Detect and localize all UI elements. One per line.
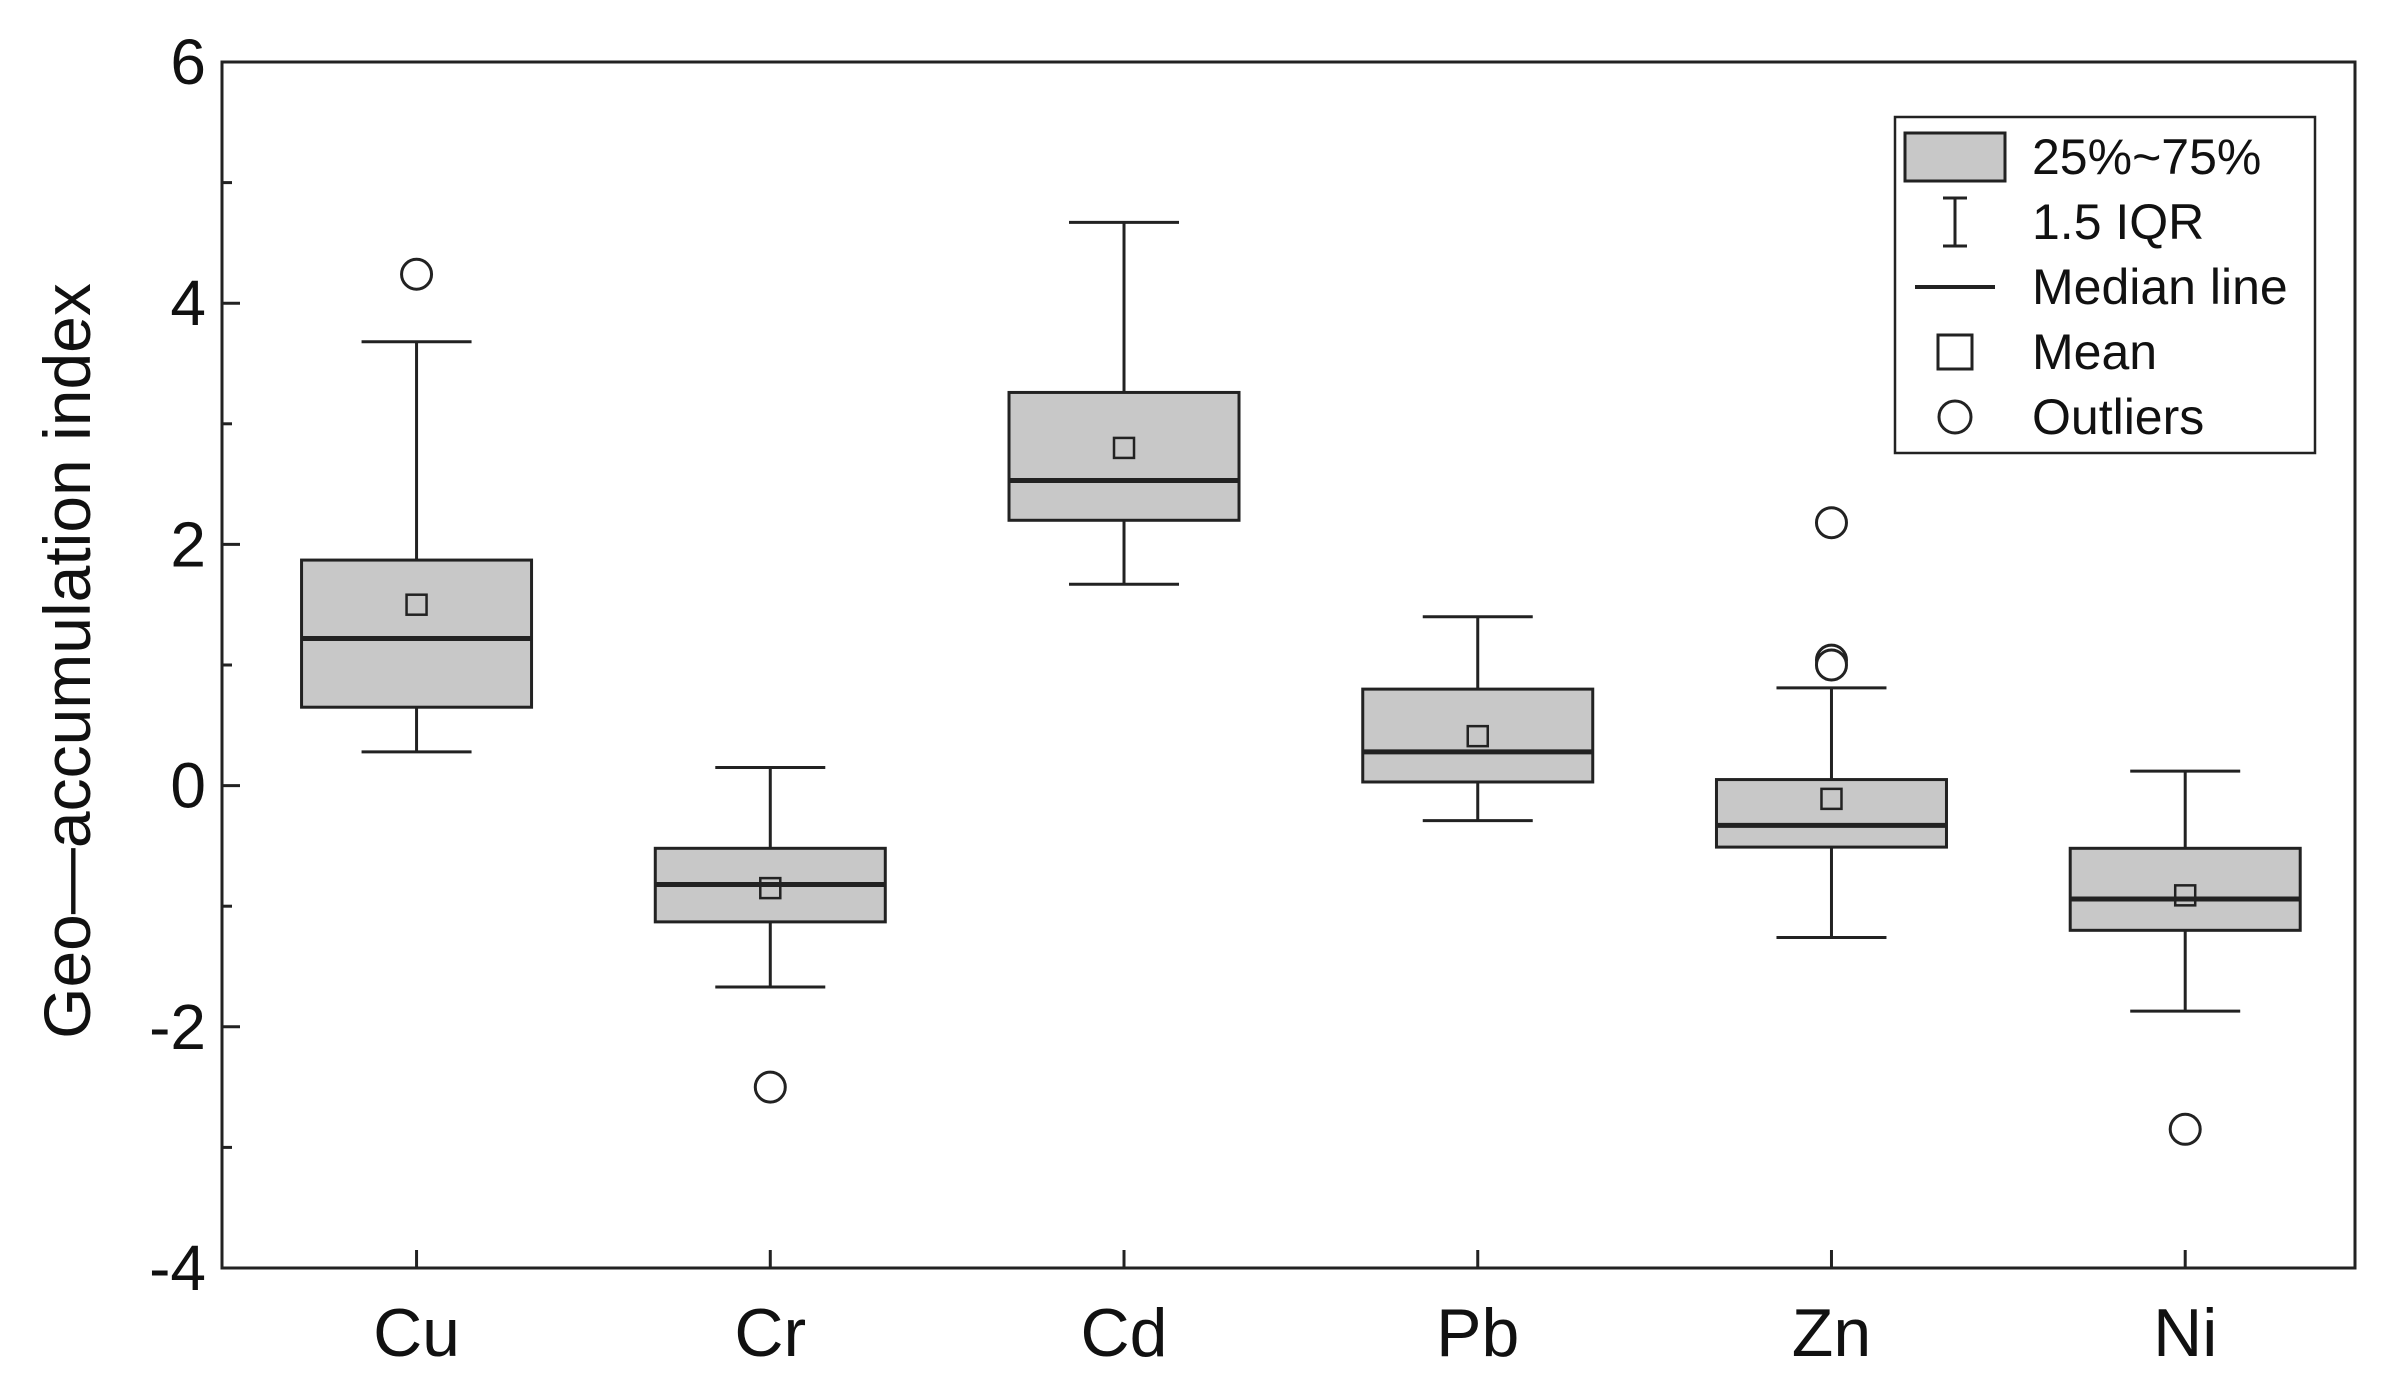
x-tick-label-cr: Cr xyxy=(734,1295,806,1371)
outlier-point xyxy=(753,1070,787,1104)
legend-mean-symbol xyxy=(1936,333,1974,371)
legend-label: Mean xyxy=(2032,324,2157,380)
legend-label: Outliers xyxy=(2032,389,2204,445)
x-tick-label-zn: Zn xyxy=(1792,1295,1871,1371)
mean-marker xyxy=(1466,724,1489,748)
mean-marker xyxy=(2173,884,2197,907)
mean-marker xyxy=(1820,787,1843,811)
y-tick-label: -2 xyxy=(149,991,206,1063)
iqr-box xyxy=(1007,390,1241,522)
box-pb xyxy=(1361,615,1595,823)
iqr-box xyxy=(1714,778,1948,849)
legend: 25%~75% 1.5 IQR Median line Mean Outliers xyxy=(1893,115,2317,455)
legend-outlier-symbol xyxy=(1937,399,1973,435)
iqr-box xyxy=(2068,846,2302,932)
iqr-box xyxy=(1361,687,1595,784)
iqr-box xyxy=(300,558,534,709)
x-tick-label-pb: Pb xyxy=(1436,1295,1519,1371)
mean-marker xyxy=(1112,436,1136,460)
mean-marker xyxy=(405,593,428,616)
y-axis-label: Geo—accumulation index xyxy=(30,283,104,1039)
y-tick-label: 4 xyxy=(170,267,206,339)
legend-label: 1.5 IQR xyxy=(2032,194,2204,250)
legend-item-circle: Outliers xyxy=(1937,389,2204,445)
box-ni xyxy=(2068,769,2302,1146)
y-tick-label: -4 xyxy=(149,1232,206,1304)
box-cu xyxy=(300,257,534,754)
legend-item-square: Mean xyxy=(1936,324,2157,380)
x-tick-label-cd: Cd xyxy=(1081,1295,1168,1371)
y-tick-label: 6 xyxy=(170,26,206,98)
legend-box-swatch xyxy=(1903,131,2007,183)
x-tick-label-cu: Cu xyxy=(373,1295,460,1371)
y-tick-label: 0 xyxy=(170,750,206,822)
x-tick-label-ni: Ni xyxy=(2153,1295,2217,1371)
legend-label: 25%~75% xyxy=(2032,129,2261,185)
legend-item-whisker: 1.5 IQR xyxy=(1943,194,2204,250)
box-zn xyxy=(1714,506,1948,940)
legend-item-line: Median line xyxy=(1915,259,2288,315)
legend-item-box: 25%~75% xyxy=(1903,129,2261,185)
mean-marker xyxy=(759,876,782,900)
box-cr xyxy=(653,766,887,1104)
boxes-layer xyxy=(300,220,2302,1146)
legend-label: Median line xyxy=(2032,259,2288,315)
axes-layer: -4 -2 0 2 4 6 Cu Cr Cd Pb Zn Ni xyxy=(149,26,2357,1371)
outlier-point xyxy=(400,257,434,291)
outlier-point xyxy=(2168,1112,2202,1146)
y-tick-label: 2 xyxy=(170,508,206,580)
box-cd xyxy=(1007,220,1241,586)
outlier-point xyxy=(1814,506,1848,540)
outlier-point xyxy=(1814,648,1848,682)
